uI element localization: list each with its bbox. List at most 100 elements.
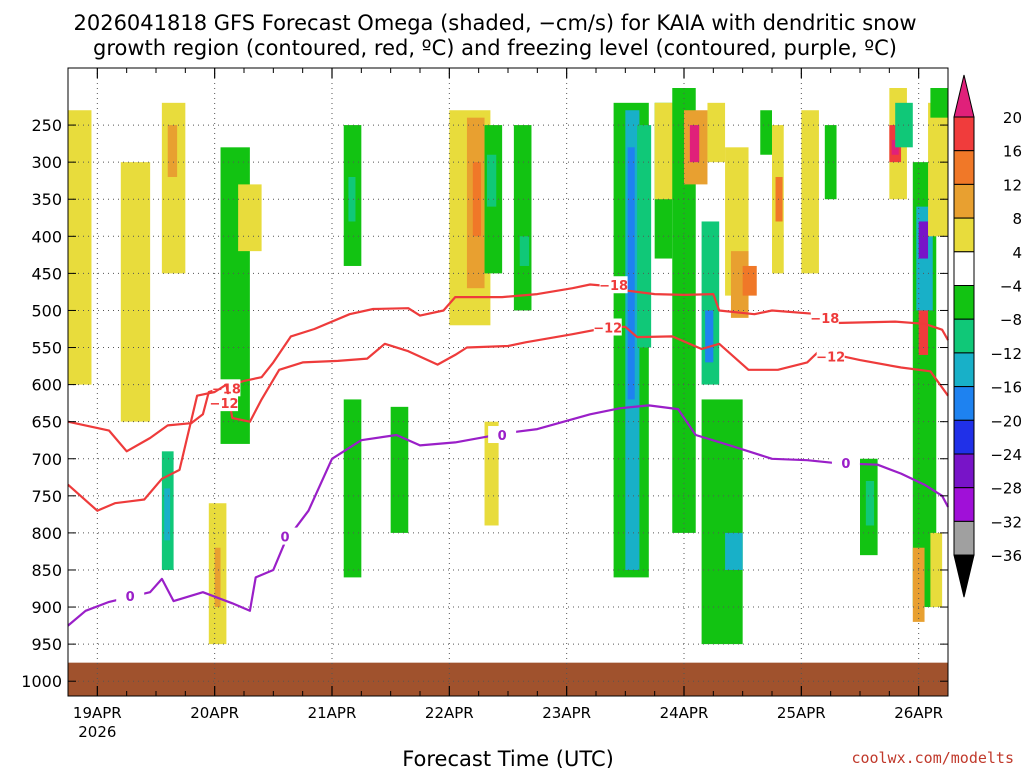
omega-cell-45 — [865, 480, 875, 526]
omega-cell-42 — [801, 110, 819, 274]
omega-cell-19 — [484, 421, 499, 526]
ground-fill — [68, 662, 948, 696]
colorbar-label-7: −12 — [990, 345, 1022, 363]
colorbar-segment-10 — [953, 419, 975, 455]
omega-cell-0 — [68, 110, 92, 385]
contour-minus12-label-0: −12 — [210, 397, 239, 412]
contour-minus12-label-bg-2 — [816, 347, 845, 365]
ytick-label-600: 600 — [31, 376, 62, 395]
colorbar-label-1: 16 — [1003, 143, 1022, 161]
contour-minus18 — [67, 283, 949, 453]
colorbar-segment-12 — [953, 487, 975, 522]
omega-cell-43 — [824, 125, 837, 200]
omega-cell-48 — [891, 139, 899, 155]
xtick-label-5: 24APR — [660, 704, 709, 722]
colorbar-segment-2 — [953, 150, 975, 185]
omega-cell-7 — [164, 488, 171, 541]
gridlines — [67, 68, 949, 696]
ytick-label-1000: 1000 — [21, 672, 62, 691]
ytick-label-500: 500 — [31, 301, 62, 320]
xtick-label-0: 19APR — [73, 704, 122, 722]
omega-cell-52 — [918, 221, 929, 259]
contour-minus18-label-bg-1 — [599, 276, 628, 294]
y-axis: 250 300 350 400 450 500 550 600 650 700 750 800 850 9… — [21, 116, 948, 691]
omega-cell-32 — [705, 310, 714, 363]
ytick-label-350: 350 — [31, 190, 62, 209]
colorbar-label-6: −8 — [1000, 311, 1022, 329]
colorbar-segment-4 — [953, 217, 975, 253]
contour-freezing-label-bg-0 — [116, 586, 145, 604]
xtick-label-1: 20APR — [190, 704, 239, 722]
xtick-label-4: 23APR — [542, 704, 591, 722]
omega-cell-5 — [238, 184, 262, 252]
ytick-label-800: 800 — [31, 524, 62, 543]
omega-cell-39 — [760, 110, 772, 155]
omega-cell-57 — [930, 88, 948, 118]
contour-freezing-label-bg-1 — [271, 527, 300, 545]
omega-cell-1 — [120, 162, 151, 422]
colorbar-segment-5 — [953, 251, 975, 287]
colorbar-top-arrow — [953, 74, 975, 118]
chart-title-line-1: 2026041818 GFS Forecast Omega (shaded, −… — [73, 11, 916, 35]
omega-cell-38 — [725, 532, 743, 570]
colorbar-segment-3 — [953, 183, 975, 219]
ytick-label-300: 300 — [31, 153, 62, 172]
omega-cell-53 — [918, 310, 929, 355]
ytick-label-650: 650 — [31, 413, 62, 432]
colorbar-label-12: −32 — [990, 513, 1022, 531]
ytick-label-550: 550 — [31, 339, 62, 358]
omega-cell-30 — [689, 125, 700, 163]
colorbar-segment-7 — [953, 318, 975, 354]
omega-shading — [68, 88, 948, 645]
contour-freezing-label-bg-2 — [488, 426, 517, 444]
colorbar: 20 16 12 8 4 −4 −8 −12 −16 −20 −24 −28 −32 −36 — [953, 74, 1022, 598]
xtick-label-7: 26APR — [894, 704, 943, 722]
ytick-label-750: 750 — [31, 487, 62, 506]
colorbar-label-11: −28 — [990, 480, 1022, 498]
omega-cell-25 — [637, 125, 652, 348]
omega-cell-20 — [513, 125, 532, 311]
colorbar-bottom-arrow — [953, 554, 975, 598]
contour-freezing-label-bg-3 — [831, 454, 860, 472]
omega-cell-18 — [486, 154, 497, 207]
contour-freezing-label-2: 0 — [498, 429, 507, 444]
xtick-label-6: 25APR — [777, 704, 826, 722]
omega-cell-9 — [214, 547, 221, 608]
omega-cell-55 — [930, 532, 943, 608]
plot-frame — [67, 67, 949, 697]
colorbar-label-8: −16 — [990, 379, 1022, 397]
contour-freezing-label-0: 0 — [126, 590, 135, 605]
contour-minus12-label-bg-0 — [210, 394, 239, 412]
credit-text: coolwx.com/modelts — [851, 749, 1014, 767]
ytick-label-900: 900 — [31, 598, 62, 617]
omega-cell-13 — [390, 406, 409, 533]
omega-cell-37 — [701, 399, 743, 645]
contour-freezing-label-3: 0 — [841, 457, 850, 472]
omega-cell-21 — [519, 236, 530, 266]
ytick-label-400: 400 — [31, 227, 62, 246]
contour-minus18-label-1: −18 — [599, 279, 628, 294]
x-axis-label: Forecast Time (UTC) — [402, 747, 614, 768]
colorbar-label-9: −20 — [990, 412, 1022, 430]
xtick-label-3: 22APR — [425, 704, 474, 722]
colorbar-label-2: 12 — [1003, 176, 1022, 194]
omega-cell-16 — [472, 162, 482, 237]
omega-cell-56 — [928, 102, 948, 237]
omega-cell-36 — [742, 265, 757, 296]
ytick-label-950: 950 — [31, 635, 62, 654]
colorbar-label-4: 4 — [1012, 244, 1022, 262]
omega-cell-24 — [627, 147, 635, 400]
omega-cell-49 — [895, 102, 913, 148]
colorbar-label-0: 20 — [1003, 109, 1022, 127]
ytick-label-700: 700 — [31, 450, 62, 469]
colorbar-label-10: −24 — [990, 446, 1022, 464]
colorbar-segment-8 — [953, 352, 975, 388]
xtick-label-2: 21APR — [308, 704, 357, 722]
omega-cell-33 — [707, 102, 726, 163]
colorbar-label-13: −36 — [990, 547, 1022, 565]
xtick-year-0: 2026 — [78, 723, 116, 741]
contour-minus18-label-2: −18 — [810, 312, 839, 327]
colorbar-segment-11 — [953, 453, 975, 489]
